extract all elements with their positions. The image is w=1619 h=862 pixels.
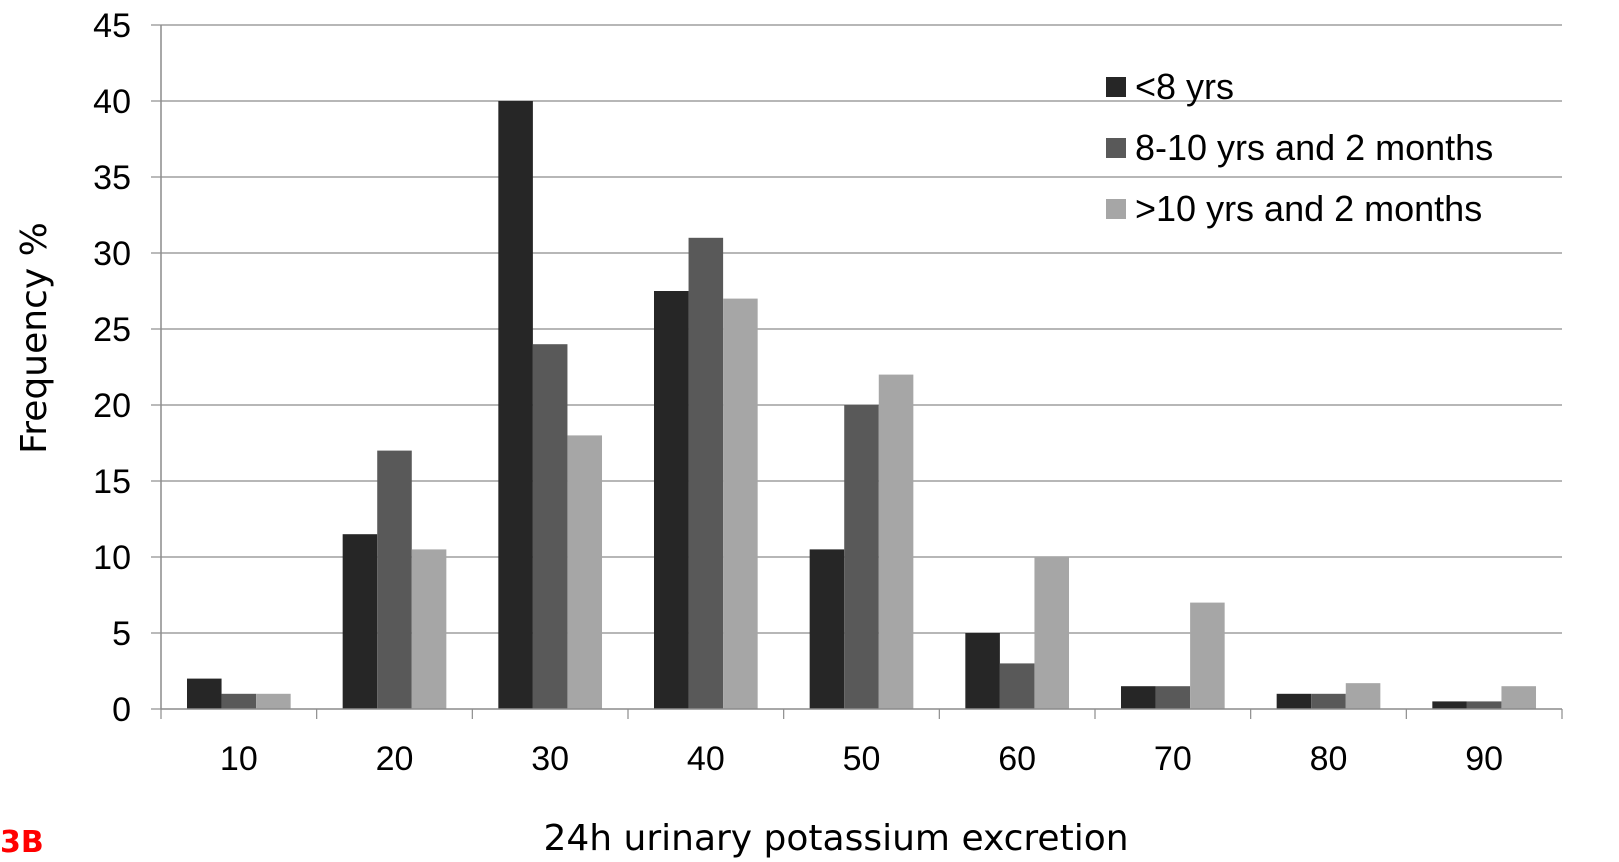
x-tick-label: 20: [376, 740, 414, 778]
bar: [1155, 686, 1191, 709]
x-tick-label: 40: [687, 740, 725, 778]
bar: [965, 633, 1000, 709]
bar: [411, 549, 447, 709]
x-tick-label: 30: [531, 740, 569, 778]
bar: [532, 344, 568, 709]
y-tick-label: 5: [112, 615, 131, 653]
bars: [186, 101, 1537, 710]
x-tick-label: 70: [1154, 740, 1192, 778]
bar: [186, 678, 222, 709]
bar: [688, 237, 724, 710]
y-axis-title: Frequency %: [14, 222, 55, 454]
bar: [221, 693, 257, 709]
legend-label: 8-10 yrs and 2 months: [1135, 127, 1493, 168]
x-tick-label: 50: [843, 740, 881, 778]
legend-label: <8 yrs: [1135, 66, 1234, 107]
y-tick-labels: 0 5 10 15 20 25 30 35 40 45: [93, 7, 131, 729]
legend-swatch: [1106, 199, 1126, 219]
bar: [1311, 693, 1346, 709]
axes: [151, 24, 1563, 719]
x-tick-label: 60: [998, 740, 1036, 778]
y-tick-label: 45: [93, 7, 131, 45]
bar: [567, 435, 603, 709]
bar: [1345, 683, 1381, 709]
legend-swatch: [1106, 138, 1126, 158]
x-tick-label: 10: [220, 740, 258, 778]
bar: [723, 298, 758, 709]
bar: [844, 405, 879, 709]
y-tick-label: 25: [93, 311, 131, 349]
x-tick-labels: 10 20 30 40 50 60 70 80 90: [220, 740, 1503, 778]
y-tick-label: 15: [93, 463, 131, 501]
bar: [342, 534, 378, 709]
bar: [498, 101, 533, 709]
bar: [1034, 557, 1070, 709]
y-tick-label: 40: [93, 83, 131, 121]
y-tick-label: 0: [112, 691, 131, 729]
bar: [999, 663, 1035, 709]
legend-label: >10 yrs and 2 months: [1135, 188, 1482, 229]
panel-label: 3B: [0, 825, 44, 860]
legend-swatch: [1106, 77, 1126, 97]
bar: [653, 291, 689, 709]
bar: [1432, 701, 1467, 709]
x-tick-label: 90: [1465, 740, 1503, 778]
bar: [1501, 686, 1537, 709]
y-tick-label: 30: [93, 235, 131, 273]
bar: [1466, 701, 1502, 709]
legend: <8 yrs 8-10 yrs and 2 months >10 yrs and 2…: [1106, 66, 1493, 229]
bar: [1190, 602, 1225, 709]
x-tick-label: 80: [1310, 740, 1348, 778]
bar: [878, 374, 914, 709]
bar: [1276, 693, 1312, 709]
bar: [377, 450, 412, 709]
y-tick-label: 35: [93, 159, 131, 197]
bar: [1120, 686, 1156, 709]
y-tick-label: 10: [93, 539, 131, 577]
bar: [809, 549, 845, 709]
bar: [256, 693, 291, 709]
x-axis-title: 24h urinary potassium excretion: [543, 818, 1128, 859]
y-tick-label: 20: [93, 387, 131, 425]
